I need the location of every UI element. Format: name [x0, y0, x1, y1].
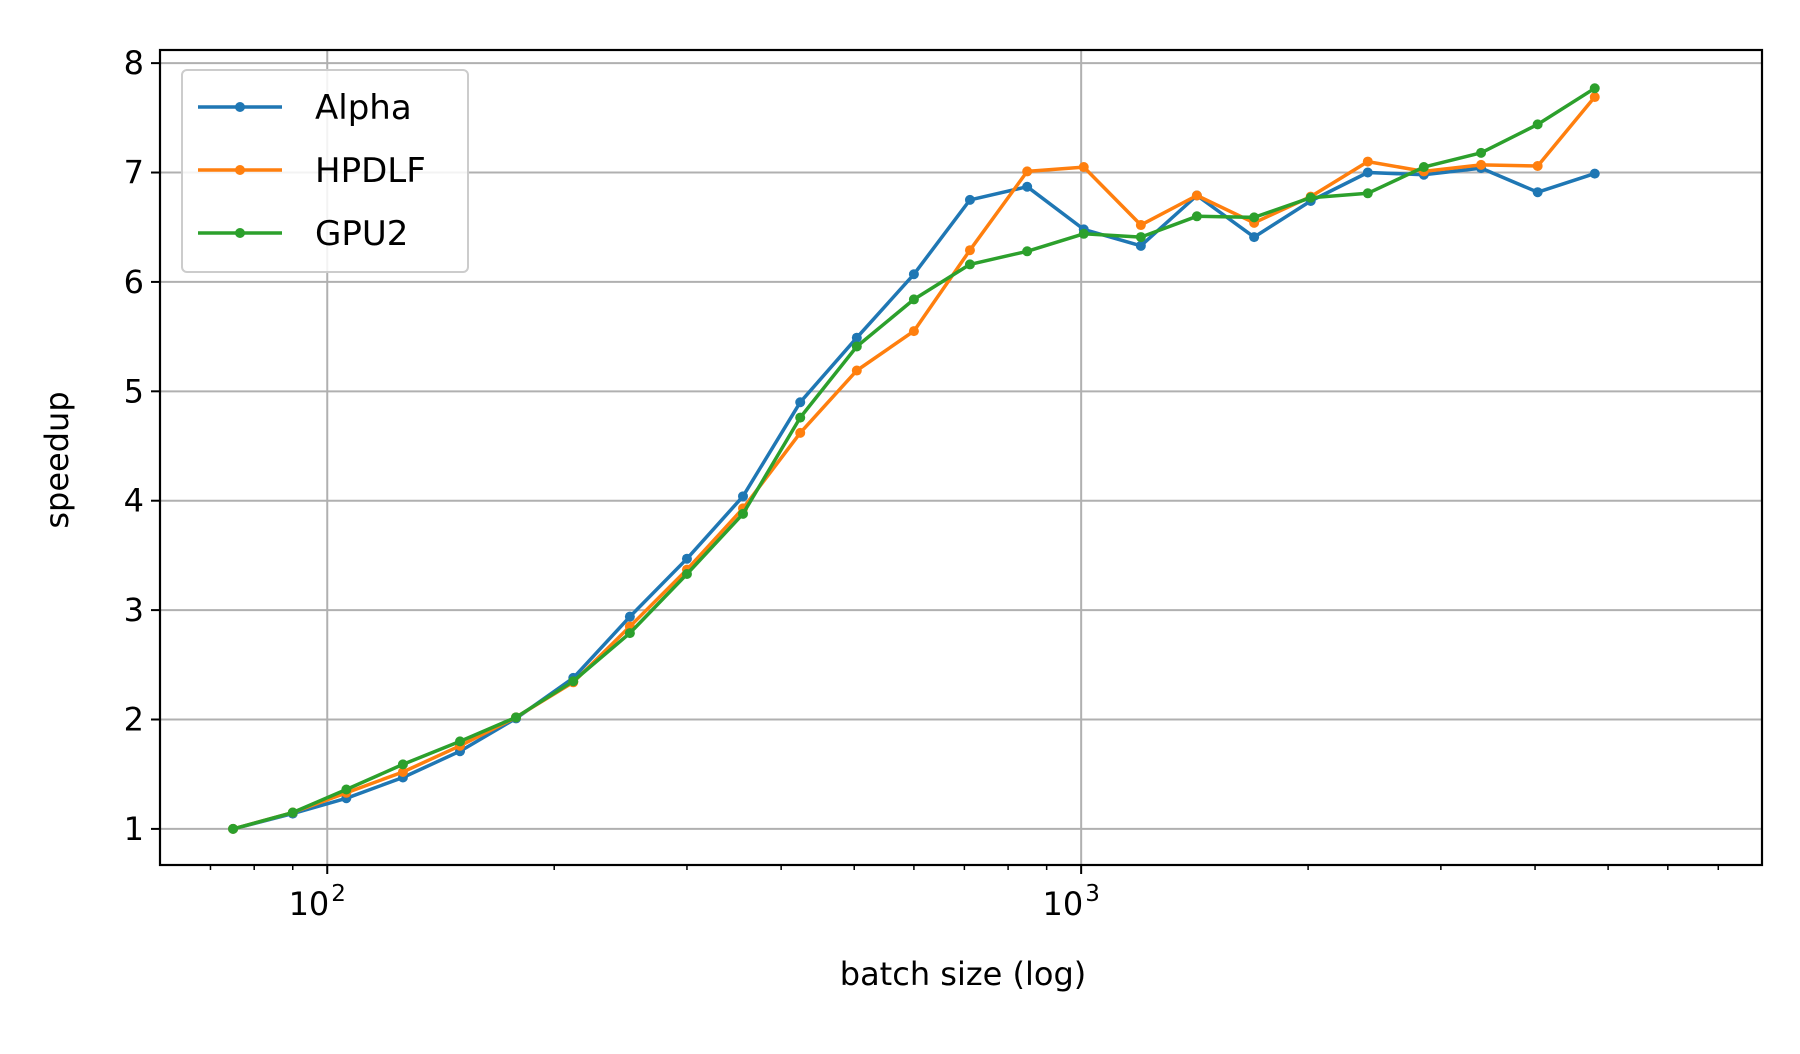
x-axis-label: batch size (log) — [840, 955, 1086, 993]
data-point-gpu2 — [1532, 119, 1543, 130]
data-point-hpdlf — [1476, 159, 1487, 170]
data-point-hpdlf — [964, 245, 975, 256]
data-point-gpu2 — [1362, 188, 1373, 199]
legend-label-alpha: Alpha — [315, 88, 412, 128]
x-tick-exponent: 2 — [331, 881, 346, 907]
data-point-hpdlf — [795, 427, 806, 438]
x-tick-label: 103 — [1042, 881, 1099, 923]
data-point-gpu2 — [568, 676, 579, 687]
data-point-alpha — [681, 553, 692, 564]
data-point-hpdlf — [908, 326, 919, 337]
data-point-alpha — [851, 332, 862, 343]
data-point-gpu2 — [455, 736, 466, 747]
plot-frame — [158, 48, 1764, 867]
data-point-alpha — [908, 269, 919, 280]
data-point-gpu2 — [624, 628, 635, 639]
data-point-alpha — [964, 194, 975, 205]
y-tick-label: 4 — [124, 482, 144, 520]
data-point-alpha — [1589, 168, 1600, 179]
data-point-alpha — [1135, 240, 1146, 251]
legend-label-hpdlf: HPDLF — [315, 151, 426, 191]
data-point-hpdlf — [397, 767, 408, 778]
legend-box — [181, 69, 469, 273]
y-tick-label: 8 — [124, 44, 144, 82]
data-point-gpu2 — [851, 341, 862, 352]
data-point-gpu2 — [795, 412, 806, 423]
data-point-gpu2 — [1135, 232, 1146, 243]
y-tick-label: 6 — [124, 263, 144, 301]
legend-swatch-marker — [235, 228, 245, 238]
y-tick-label: 7 — [124, 154, 144, 192]
data-point-gpu2 — [908, 294, 919, 305]
data-point-gpu2 — [287, 807, 298, 818]
y-tick-label: 3 — [124, 591, 144, 629]
data-point-hpdlf — [1191, 190, 1202, 201]
data-point-gpu2 — [1476, 147, 1487, 158]
data-point-alpha — [1532, 187, 1543, 198]
data-point-gpu2 — [341, 784, 352, 795]
data-point-hpdlf — [1532, 160, 1543, 171]
data-point-gpu2 — [1249, 212, 1260, 223]
data-point-gpu2 — [1305, 192, 1316, 203]
data-point-gpu2 — [1191, 211, 1202, 222]
data-point-hpdlf — [1135, 220, 1146, 231]
data-point-gpu2 — [1078, 228, 1089, 239]
data-point-hpdlf — [1362, 156, 1373, 167]
legend-label-gpu2: GPU2 — [315, 214, 408, 254]
data-point-hpdlf — [1078, 162, 1089, 173]
data-point-gpu2 — [737, 508, 748, 519]
x-tick-label: 102 — [289, 881, 346, 923]
data-point-hpdlf — [851, 365, 862, 376]
data-point-alpha — [1022, 181, 1033, 192]
data-point-gpu2 — [964, 259, 975, 270]
data-point-alpha — [737, 491, 748, 502]
data-point-alpha — [624, 611, 635, 622]
data-point-gpu2 — [1589, 83, 1600, 94]
legend-swatch-marker — [235, 165, 245, 175]
y-tick-label: 1 — [124, 810, 144, 848]
data-point-alpha — [1249, 232, 1260, 243]
legend: Alpha HPDLF GPU2 — [181, 69, 469, 273]
data-point-hpdlf — [1022, 166, 1033, 177]
data-point-gpu2 — [681, 569, 692, 580]
data-point-gpu2 — [1418, 162, 1429, 173]
data-point-hpdlf — [1589, 92, 1600, 103]
data-point-gpu2 — [397, 759, 408, 770]
y-axis-label: speedup — [38, 391, 76, 528]
data-point-gpu2 — [228, 823, 239, 834]
x-tick-exponent: 3 — [1085, 881, 1100, 907]
legend-swatch-marker — [235, 102, 245, 112]
y-tick-label: 5 — [124, 372, 144, 410]
data-point-gpu2 — [511, 712, 522, 723]
series-layer — [228, 83, 1600, 834]
data-point-gpu2 — [1022, 246, 1033, 257]
data-point-alpha — [795, 397, 806, 408]
data-point-alpha — [1362, 167, 1373, 178]
y-tick-label: 2 — [124, 701, 144, 739]
